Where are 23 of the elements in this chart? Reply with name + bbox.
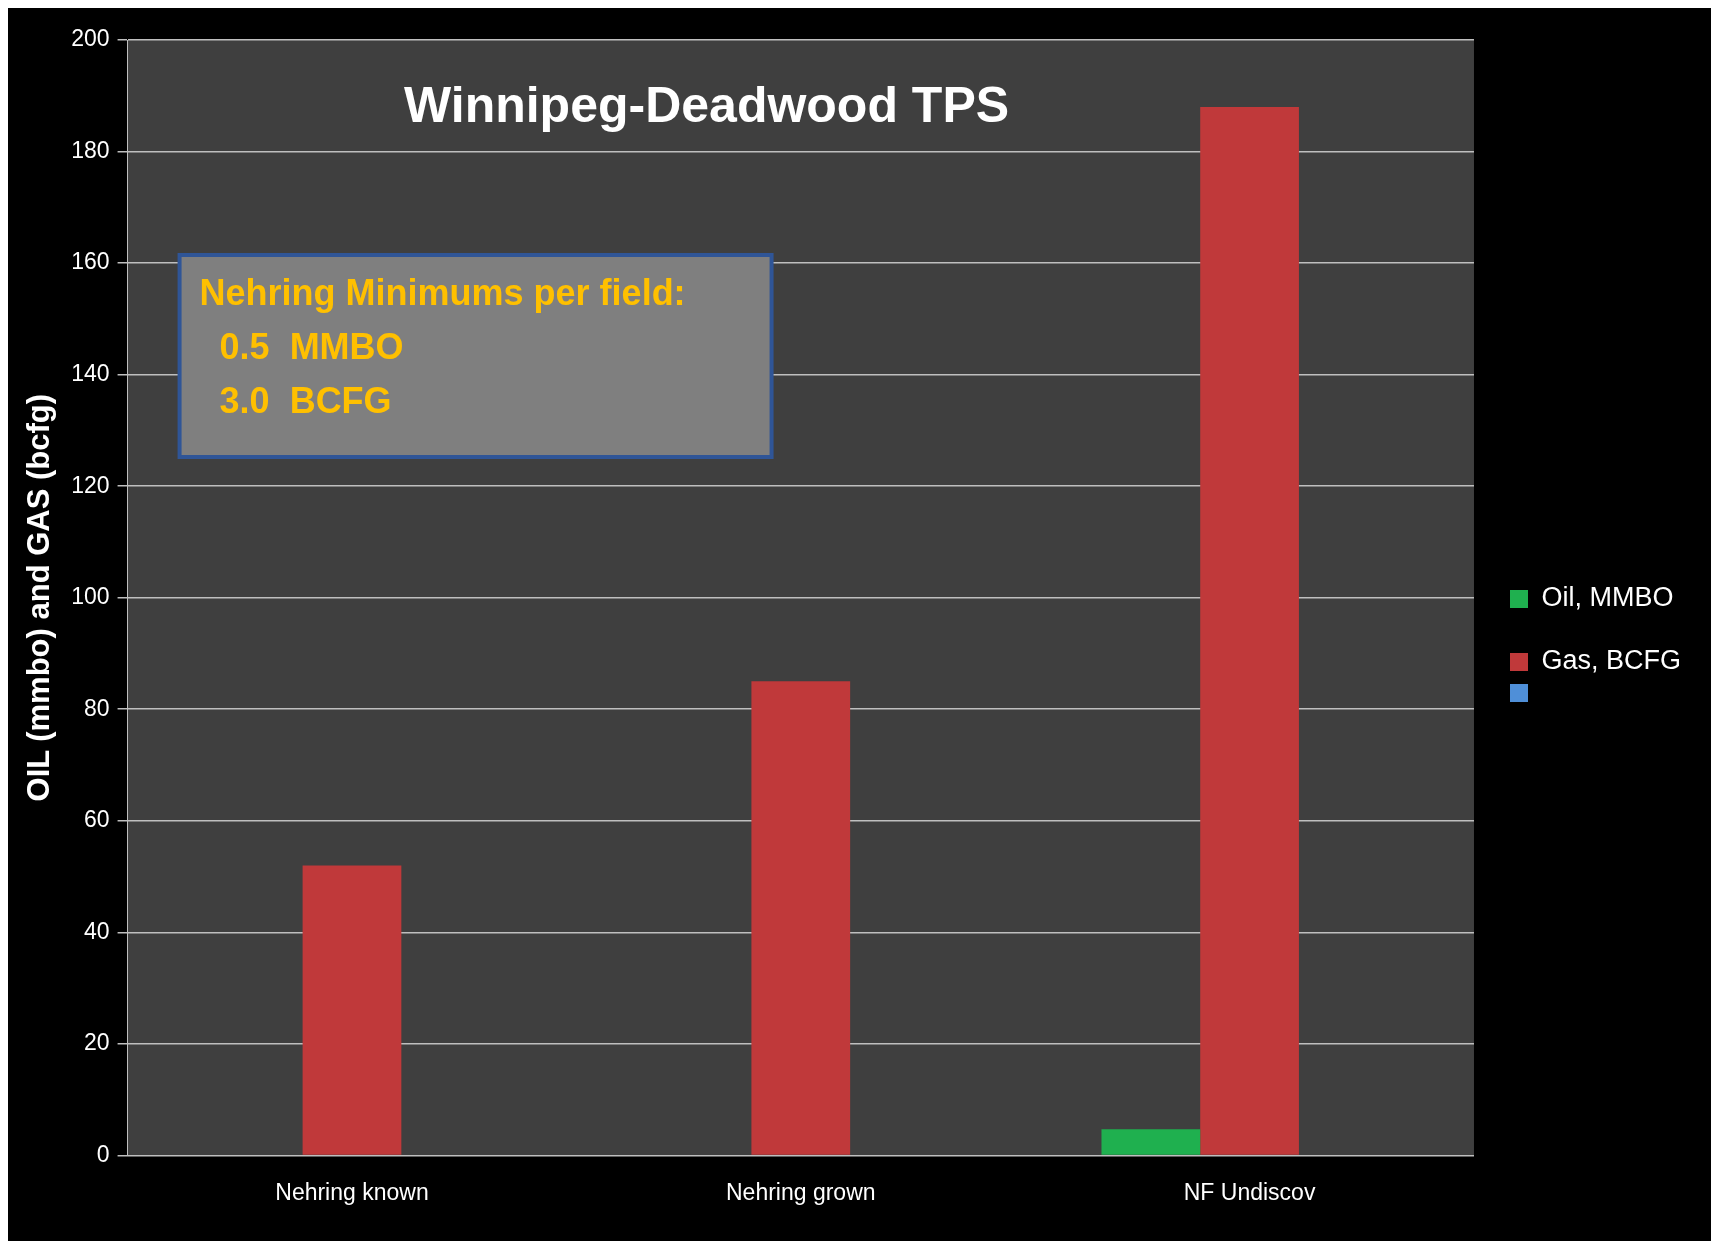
y-tick-label: 180: [71, 136, 110, 163]
bar: [751, 681, 851, 1155]
x-tick-label: NF Undiscov: [1183, 1178, 1316, 1205]
y-tick-label: 20: [83, 1029, 110, 1056]
y-tick-label: 160: [71, 248, 110, 275]
bar: [1200, 106, 1299, 1155]
y-tick-label: 60: [83, 806, 110, 833]
y-tick-label: 140: [71, 359, 110, 386]
y-tick-label: 100: [71, 583, 110, 610]
text: Winnipeg-Deadwood TPS: [403, 76, 1010, 133]
y-axis-title: OIL (mmbo) and GAS (bcfg): [21, 393, 57, 802]
y-tick-label: 40: [83, 917, 110, 944]
legend-label: Oil, MMBO: [1541, 582, 1674, 613]
y-tick-label: 200: [71, 25, 110, 52]
y-tick-label: 80: [83, 694, 110, 721]
annotation: Nehring Minimums per field: 0.5 MMBO 3.0 BCFG: [199, 271, 686, 421]
legend-label: Gas, BCFG: [1541, 645, 1682, 676]
bar: [1101, 1129, 1201, 1155]
y-tick-label: 120: [71, 471, 110, 498]
x-tick-label: Nehring grown: [725, 1178, 876, 1205]
bar: [302, 865, 402, 1155]
y-tick-label: 0: [96, 1140, 110, 1167]
x-tick-label: Nehring known: [275, 1178, 429, 1205]
